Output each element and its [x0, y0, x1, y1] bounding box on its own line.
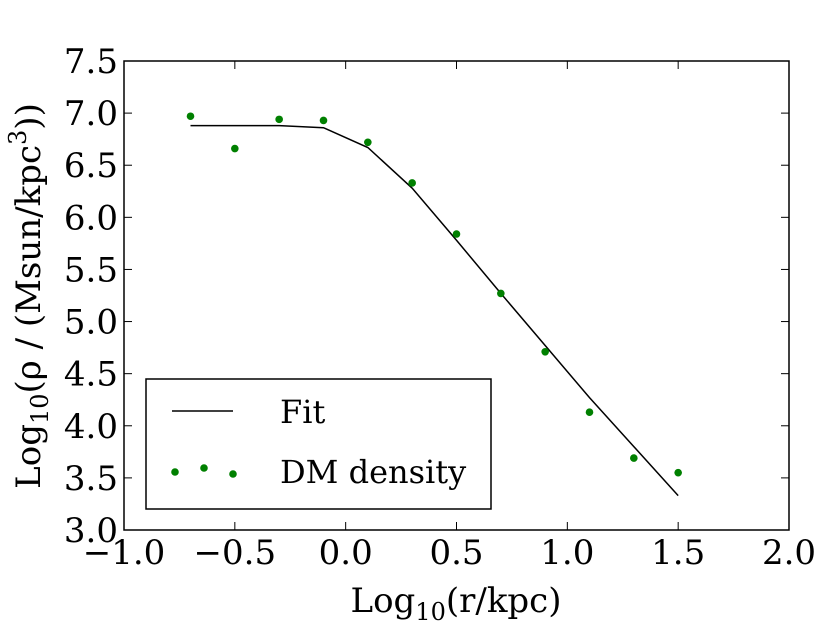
dm-density-point [452, 230, 461, 238]
legend: Fit DM density [145, 378, 492, 510]
x-tick-labels: −1.0 −0.5 0.0 0.5 1.0 1.5 2.0 [83, 533, 816, 573]
x-tick-label: −0.5 [194, 533, 277, 573]
x-tick-label: 2.0 [762, 533, 816, 573]
x-axis-label: Log10(r/kpc) [350, 581, 561, 623]
dm-density-point [541, 347, 549, 356]
legend-fit-label: Fit [280, 393, 325, 431]
y-tick-label: 4.5 [64, 355, 118, 395]
legend-dm-marker-1 [171, 468, 179, 476]
y-tick-label: 4.0 [64, 407, 118, 447]
dm-density-point [275, 115, 283, 124]
y-tick-label: 7.5 [64, 42, 118, 82]
legend-dm-marker-3 [229, 470, 237, 478]
dm-density-point [497, 289, 505, 298]
y-tick-label: 3.5 [64, 459, 118, 499]
dm-density-point [231, 144, 239, 153]
y-tick-label: 5.0 [64, 303, 118, 343]
legend-box [145, 378, 492, 510]
x-tick-label: 1.5 [651, 533, 705, 573]
dm-density-point [674, 468, 682, 477]
x-tick-label: 0.0 [319, 533, 373, 573]
axis-ticks [123, 60, 790, 531]
y-axis-label: Log10(ρ / (Msun/kpc3)) [4, 103, 54, 489]
legend-dm-marker-2 [200, 464, 208, 472]
fit-line [190, 124, 679, 497]
dm-density-point [186, 112, 195, 121]
dm-density-point [585, 408, 594, 417]
y-tick-label: 3.0 [64, 511, 118, 551]
dm-density-point [319, 116, 328, 125]
dm-density-point [364, 138, 372, 147]
plot-area [123, 60, 790, 531]
y-tick-labels: 3.0 3.5 4.0 4.5 5.0 5.5 6.0 6.5 7.0 7.5 [64, 42, 118, 551]
y-tick-label: 5.5 [64, 250, 118, 290]
y-tick-label: 6.0 [64, 198, 118, 238]
x-tick-label: 0.5 [429, 533, 483, 573]
x-tick-label: 1.0 [540, 533, 594, 573]
x-tick-label: −1.0 [83, 533, 166, 573]
dm-density-series [186, 112, 682, 477]
fit-series [190, 124, 679, 497]
y-tick-label: 6.5 [64, 146, 118, 186]
dm-density-point [408, 179, 416, 187]
legend-dm-label: DM density [280, 453, 466, 491]
dm-density-point [630, 454, 638, 462]
y-tick-label: 7.0 [64, 94, 118, 134]
